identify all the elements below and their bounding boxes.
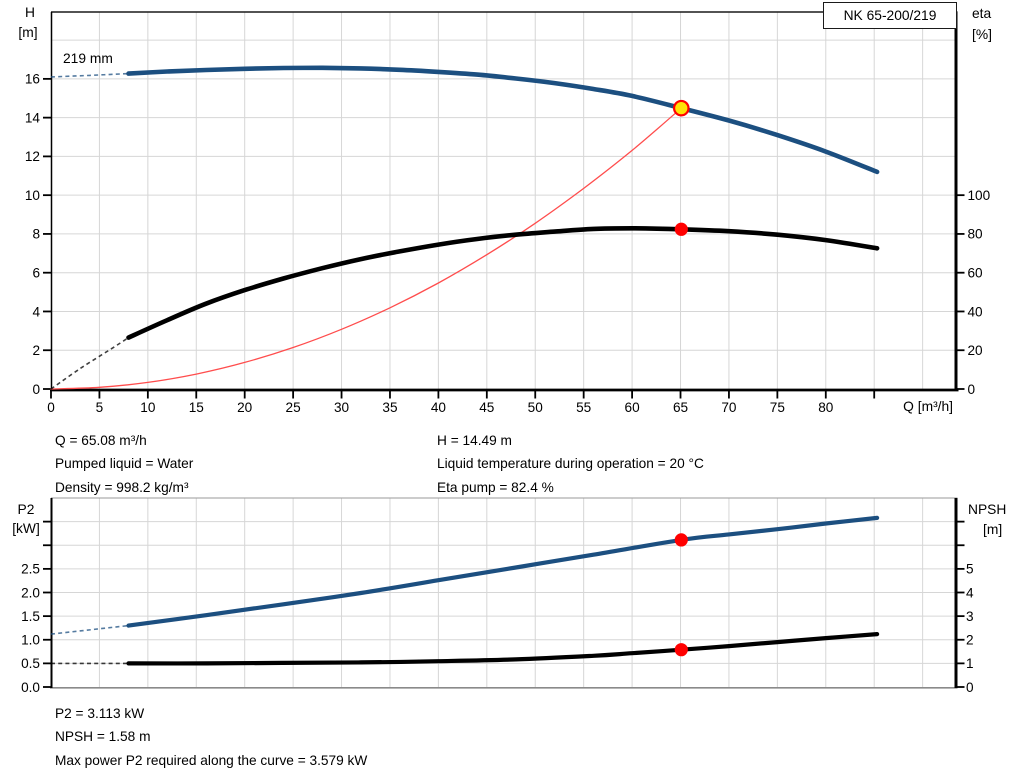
head-curve-219mm	[126, 65, 880, 175]
left-tick-label: 0.0	[21, 680, 40, 695]
npsh-curve	[126, 632, 880, 666]
x-tick-label: 5	[96, 400, 104, 415]
left-tick-label: 2.0	[21, 585, 40, 600]
left-tick-label: 8	[32, 227, 40, 242]
x-tick-label: 30	[334, 400, 350, 415]
right-tick-label: 60	[968, 266, 984, 281]
left-tick-label: 1.0	[21, 633, 40, 648]
x-tick-label: 10	[140, 400, 156, 415]
flow-line: Q = 65.08 m³/h	[55, 433, 147, 448]
right-tick-label: 100	[968, 188, 991, 203]
duty-point-npsh	[674, 643, 688, 657]
x-tick-label: 80	[818, 400, 834, 415]
duty-point-head	[672, 99, 690, 117]
left-tick-label: 2	[32, 343, 40, 358]
left-tick-label: 1.5	[21, 609, 40, 624]
x-tick-label: 0	[47, 400, 55, 415]
head-curve-219mm-dashed	[50, 72, 129, 78]
left-axis-title: H	[25, 5, 35, 20]
p2-line: P2 = 3.113 kW	[55, 706, 145, 721]
qh-eta-chart: 0 5 10 15 20 25 30 35 40 45 50 55 60 65 70 75 80 0 2 4 6 8 10 1…	[18, 5, 992, 415]
qh-eta-chart-grid	[51, 12, 958, 389]
x-tick-label: 55	[576, 400, 591, 415]
right-axis-title: [m]	[983, 522, 1002, 537]
density-line: Density = 998.2 kg/m³	[55, 479, 189, 495]
left-tick-label: 2.5	[21, 562, 40, 577]
x-tick-label: 60	[625, 400, 641, 415]
left-tick-label: 0.5	[21, 656, 40, 671]
liquid-temperature-line: Liquid temperature during operation = 20…	[437, 456, 704, 472]
right-axis-title: eta	[972, 6, 992, 21]
right-tick-label: 2	[966, 633, 974, 648]
right-tick-label: 20	[968, 343, 984, 358]
npsh-line: NPSH = 1.58 m	[55, 729, 151, 745]
operating-point-info-left: Q = 65.08 m³/h Pumped liquid = Water Den…	[55, 429, 193, 499]
x-tick-label: 40	[431, 400, 447, 415]
left-tick-label: 10	[25, 188, 41, 203]
right-axis-title: NPSH	[968, 502, 1006, 517]
left-tick-label: 4	[32, 304, 40, 319]
left-tick-label: 12	[25, 149, 40, 164]
x-tick-label: 20	[237, 400, 253, 415]
operating-point-info-right: H = 14.49 m Liquid temperature during op…	[437, 429, 704, 499]
system-curve	[50, 107, 682, 390]
right-tick-label: 1	[966, 656, 974, 671]
left-axis-title: P2	[18, 502, 35, 517]
right-tick-label: 3	[966, 609, 974, 624]
p2-power-curve	[126, 515, 880, 628]
right-axis-title: [%]	[972, 27, 992, 42]
x-tick-label: 50	[528, 400, 544, 415]
right-tick-label: 5	[966, 562, 974, 577]
x-tick-label: 70	[721, 400, 737, 415]
efficiency-curve	[126, 226, 880, 340]
impeller-diameter-annotation: 219 mm	[63, 51, 113, 66]
right-tick-label: 40	[968, 304, 984, 319]
x-tick-label: 45	[479, 400, 494, 415]
duty-point-p2	[674, 533, 688, 547]
left-tick-label: 16	[25, 72, 40, 87]
p2-npsh-chart: 0.0 0.5 1.0 1.5 2.0 2.5 0 1 2 3 4 5 P2 [kW] NPSH [m]	[12, 497, 1006, 695]
right-tick-label: 0	[968, 382, 976, 397]
left-axis-title: [m]	[18, 25, 37, 40]
efficiency-curve-dashed	[50, 336, 129, 390]
x-axis-title: Q [m³/h]	[903, 399, 953, 414]
x-tick-label: 35	[382, 400, 397, 415]
pump-model-badge: NK 65-200/219	[823, 2, 957, 29]
pumped-liquid-line: Pumped liquid = Water	[55, 456, 194, 472]
max-power-line: Max power P2 required along the curve = …	[55, 752, 368, 768]
left-tick-label: 0	[32, 382, 40, 397]
head-line: H = 14.49 m	[437, 433, 512, 448]
p2-power-curve-dashed	[50, 624, 129, 635]
eta-pump-line: Eta pump = 82.4 %	[437, 479, 554, 495]
x-tick-label: 65	[673, 400, 688, 415]
right-tick-label: 0	[966, 680, 974, 695]
left-tick-label: 14	[25, 110, 41, 125]
power-npsh-info: P2 = 3.113 kW NPSH = 1.58 m Max power P2…	[55, 702, 367, 772]
x-tick-label: 75	[770, 400, 785, 415]
pump-model-label: NK 65-200/219	[843, 8, 937, 23]
x-tick-label: 25	[286, 400, 301, 415]
right-tick-label: 80	[968, 227, 984, 242]
left-tick-label: 6	[32, 266, 40, 281]
right-tick-label: 4	[966, 585, 974, 600]
duty-point-eta	[674, 222, 688, 236]
x-tick-label: 15	[189, 400, 204, 415]
left-axis-title: [kW]	[12, 521, 40, 536]
